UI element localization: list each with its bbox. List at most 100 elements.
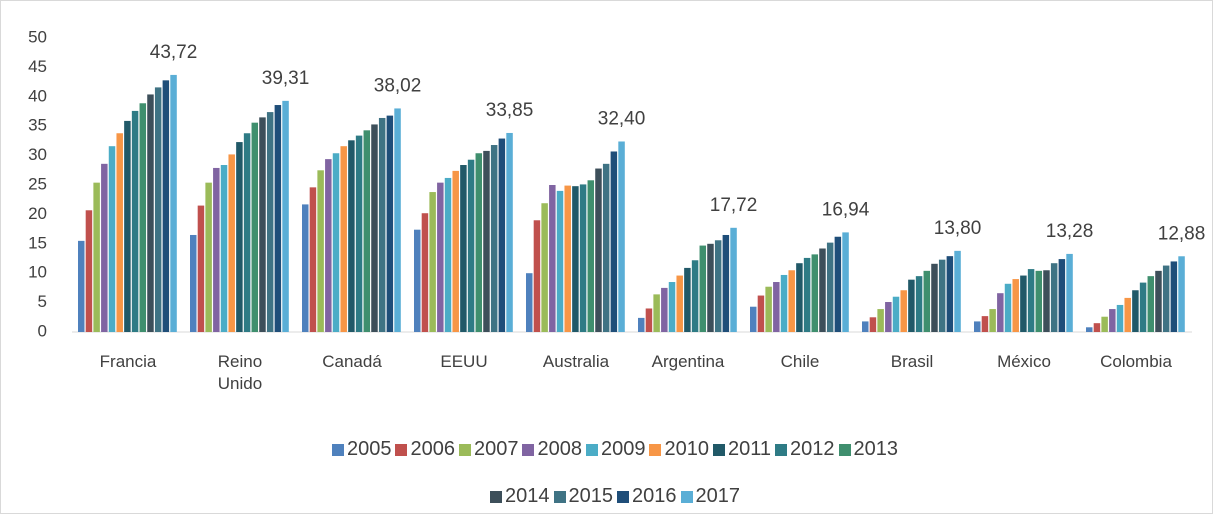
y-tick-label: 30 <box>28 145 47 164</box>
bar <box>931 263 938 332</box>
bar <box>811 254 819 332</box>
y-tick-label: 35 <box>28 116 47 135</box>
bar <box>668 282 676 332</box>
x-tick-label: Reino Unido <box>217 352 263 393</box>
x-tick-label: EEUU <box>440 352 488 371</box>
bar <box>213 167 220 332</box>
legend-swatch <box>331 443 344 456</box>
bar <box>197 205 205 332</box>
x-tick-label: Brasil <box>890 352 934 371</box>
bar <box>452 170 459 332</box>
legend-label: 2011 <box>727 438 771 460</box>
bar <box>1058 259 1066 332</box>
legend-label: 2005 <box>346 438 392 460</box>
bar <box>302 204 309 332</box>
bar <box>869 317 877 332</box>
bar <box>170 74 177 333</box>
bar <box>386 115 394 332</box>
bar <box>1178 256 1185 332</box>
legend-item: 2010 <box>649 426 709 473</box>
bar <box>862 321 869 332</box>
bar <box>974 321 981 332</box>
bar <box>371 124 378 332</box>
legend-swatch <box>838 443 851 456</box>
bar <box>780 274 788 332</box>
legend-label: 2007 <box>473 438 519 460</box>
x-tick-label: Australia <box>542 352 610 371</box>
data-label: 13,80 <box>934 218 982 239</box>
bar <box>1043 270 1050 332</box>
legend-swatch <box>395 443 408 456</box>
x-tick-label: Argentina <box>651 352 725 371</box>
bar <box>205 182 212 332</box>
bar <box>414 229 421 332</box>
bar <box>437 182 444 332</box>
bar <box>834 236 842 332</box>
data-label: 13,28 <box>1046 221 1094 242</box>
bar <box>938 259 946 332</box>
data-label: 38,02 <box>374 75 422 96</box>
legend-label: 2017 <box>695 485 741 507</box>
legend-item: 2007 <box>458 426 519 473</box>
data-label: 43,72 <box>150 42 198 63</box>
bar <box>653 294 660 332</box>
bar <box>1004 283 1012 332</box>
legend-label: 2009 <box>600 438 646 460</box>
legend-label: 2016 <box>632 485 677 507</box>
bar <box>139 103 147 332</box>
bar <box>722 234 730 332</box>
bar <box>526 273 533 332</box>
bar <box>1020 275 1027 332</box>
bar <box>325 159 332 332</box>
x-tick-label: Chile <box>780 352 820 371</box>
bar <box>124 120 131 333</box>
bar <box>579 184 587 332</box>
y-tick-label: 5 <box>38 292 47 311</box>
bar <box>190 234 197 332</box>
bar <box>1050 263 1058 332</box>
bar <box>394 108 401 332</box>
bar <box>421 213 429 332</box>
bar <box>317 170 324 332</box>
bar <box>981 316 989 332</box>
bar <box>707 243 714 332</box>
data-label: 33,85 <box>486 100 534 121</box>
bar <box>131 110 139 332</box>
bar <box>618 141 625 332</box>
legend-label: 2006 <box>410 438 455 460</box>
bar <box>803 257 811 332</box>
bar <box>1101 316 1108 332</box>
legend-item: 2005 <box>331 426 392 473</box>
bar <box>1170 261 1178 332</box>
bar <box>1066 253 1073 332</box>
x-tick-label: Colombia <box>1100 352 1172 371</box>
bar <box>915 276 923 332</box>
legend-label: 2013 <box>853 438 899 460</box>
bar <box>954 250 961 332</box>
data-label: 12,88 <box>1158 223 1206 244</box>
bar <box>355 135 363 332</box>
y-tick-label: 0 <box>38 321 47 340</box>
bar <box>819 248 826 332</box>
bar <box>556 190 564 332</box>
bar <box>236 142 243 332</box>
bar <box>877 309 884 332</box>
bar <box>676 275 683 332</box>
bar <box>892 296 900 332</box>
bar <box>220 165 228 332</box>
bar <box>460 165 467 332</box>
bar <box>757 295 765 332</box>
bar <box>1147 276 1155 332</box>
bar <box>572 186 579 332</box>
bar <box>506 132 513 332</box>
bar <box>282 100 289 332</box>
bar <box>1155 270 1162 332</box>
bar <box>587 180 595 332</box>
bar <box>946 256 954 332</box>
bar <box>1109 309 1116 332</box>
bar <box>1027 269 1035 332</box>
bar <box>1139 282 1147 332</box>
bar <box>765 286 772 332</box>
legend-swatch <box>522 443 535 456</box>
